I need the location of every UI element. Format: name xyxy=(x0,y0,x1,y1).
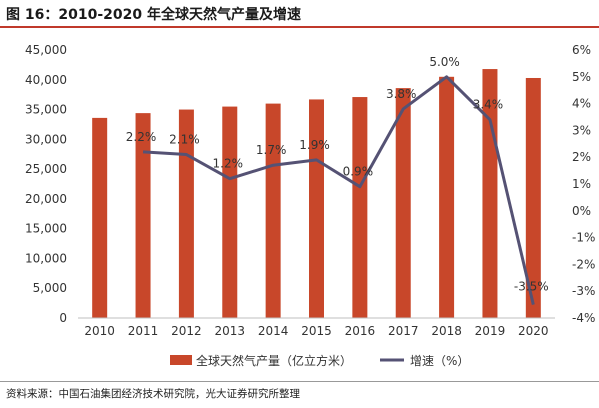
x-tick-label: 2015 xyxy=(301,324,332,338)
growth-data-label: 1.7% xyxy=(256,143,287,157)
growth-data-label: 0.9% xyxy=(343,165,374,179)
x-tick-label: 2010 xyxy=(84,324,115,338)
x-tick-label: 2020 xyxy=(518,324,549,338)
figure-title: 图 16：2010-2020 年全球天然气产量及增速 xyxy=(6,7,301,23)
x-tick-label: 2019 xyxy=(475,324,506,338)
bar-2014 xyxy=(265,103,281,318)
growth-line xyxy=(142,75,535,305)
growth-data-label: 1.2% xyxy=(213,157,244,171)
left-tick-label: 20,000 xyxy=(25,192,67,206)
right-tick-label: -3% xyxy=(572,284,595,298)
growth-data-label: 1.9% xyxy=(299,138,330,152)
right-tick-label: 2% xyxy=(572,150,591,164)
source-note: 资料来源：中国石油集团经济技术研究院，光大证券研究所整理 xyxy=(6,388,300,400)
source-rule xyxy=(0,381,599,382)
right-tick-label: -4% xyxy=(572,311,595,325)
left-tick-label: 30,000 xyxy=(25,132,67,146)
right-tick-label: -2% xyxy=(572,257,595,271)
growth-data-label: 3.4% xyxy=(473,98,504,112)
left-tick-label: 5,000 xyxy=(33,281,67,295)
legend-bar-label: 全球天然气产量（亿立方米） xyxy=(196,353,352,368)
growth-data-label: 2.2% xyxy=(126,130,157,144)
x-tick-label: 2013 xyxy=(214,324,245,338)
left-tick-label: 35,000 xyxy=(25,103,67,117)
growth-data-label: 3.8% xyxy=(386,87,417,101)
right-tick-label: 5% xyxy=(572,70,591,84)
right-tick-label: 3% xyxy=(572,123,591,137)
right-tick-label: 4% xyxy=(572,97,591,111)
right-tick-label: 6% xyxy=(572,43,591,57)
bar-2012 xyxy=(178,109,194,318)
legend-bar-swatch xyxy=(170,355,192,365)
title-rule xyxy=(0,26,599,28)
right-tick-label: 1% xyxy=(572,177,591,191)
x-tick-label: 2014 xyxy=(258,324,289,338)
left-tick-label: 25,000 xyxy=(25,162,67,176)
x-tick-label: 2018 xyxy=(431,324,462,338)
bar-2015 xyxy=(309,99,324,318)
growth-data-label: -3.5% xyxy=(514,280,549,294)
bar-2013 xyxy=(222,106,238,318)
left-tick-label: 45,000 xyxy=(25,43,67,57)
right-tick-label: 0% xyxy=(572,204,591,218)
bar-2020 xyxy=(525,77,541,318)
growth-data-label: 2.1% xyxy=(169,133,200,147)
left-tick-label: 10,000 xyxy=(25,251,67,265)
x-tick-label: 2017 xyxy=(388,324,419,338)
legend-line-label: 增速（%） xyxy=(410,354,469,368)
x-tick-label: 2016 xyxy=(345,324,376,338)
left-tick-label: 40,000 xyxy=(25,73,67,87)
bar-2011 xyxy=(135,113,151,318)
left-tick-label: 0 xyxy=(59,311,67,325)
right-tick-label: -1% xyxy=(572,231,595,245)
growth-data-label: 5.0% xyxy=(429,55,460,69)
x-tick-label: 2011 xyxy=(128,324,159,338)
bar-2010 xyxy=(92,117,108,318)
x-tick-label: 2012 xyxy=(171,324,202,338)
left-tick-label: 15,000 xyxy=(25,222,67,236)
bar-2017 xyxy=(395,88,411,318)
bar-2016 xyxy=(352,97,368,318)
bar-2018 xyxy=(439,76,455,318)
